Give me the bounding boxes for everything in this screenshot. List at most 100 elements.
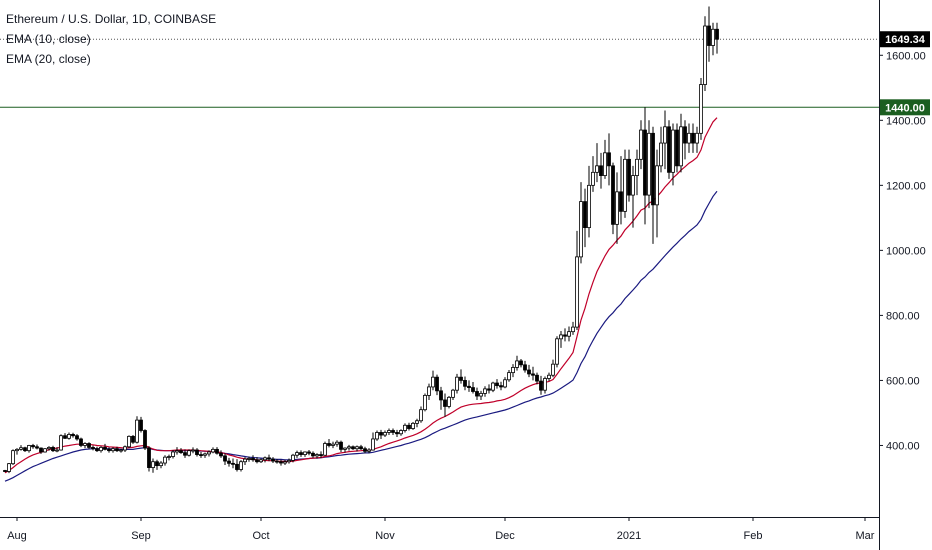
candle [555, 336, 559, 368]
candle-body [671, 129, 675, 173]
candle [15, 448, 19, 455]
candle [579, 182, 583, 264]
candle [179, 448, 183, 454]
candle-body [99, 447, 103, 452]
candle [427, 383, 431, 400]
candle-body [183, 452, 187, 456]
candle [243, 457, 247, 465]
candle [175, 447, 179, 455]
candle [551, 359, 555, 378]
candle [47, 446, 51, 451]
candle-body [547, 374, 551, 379]
candle-body [191, 449, 195, 452]
candle [519, 358, 523, 368]
candle [583, 188, 587, 248]
candle [191, 447, 195, 454]
candle [327, 438, 331, 448]
candle [451, 388, 455, 400]
candle-body [83, 443, 87, 446]
candle [19, 445, 23, 451]
candle [351, 445, 355, 451]
candle [279, 459, 283, 466]
candle-body [227, 460, 231, 464]
candle-body [399, 430, 403, 435]
candle-body [495, 382, 499, 387]
candle [115, 446, 119, 452]
candle [591, 156, 595, 192]
candle-body [623, 158, 627, 212]
candle-body [283, 461, 287, 464]
candle [707, 6, 711, 62]
candle [635, 149, 639, 196]
candle-series [3, 6, 719, 474]
candle [75, 434, 79, 441]
candle [227, 457, 231, 467]
candle-body [71, 434, 75, 437]
candle [563, 328, 567, 342]
candle-body [375, 432, 379, 440]
candle-body [431, 376, 435, 388]
ema20-legend-label[interactable]: EMA (20, close) [6, 52, 91, 66]
candle [287, 458, 291, 464]
y-tick-label: 600.00 [886, 375, 920, 387]
candle [299, 450, 303, 457]
candle [151, 458, 155, 473]
candle-body [87, 443, 91, 448]
candle [43, 448, 47, 453]
candle [595, 143, 599, 183]
candle [395, 429, 399, 438]
candle-body [651, 132, 655, 206]
candle-body [3, 470, 7, 472]
candle [599, 152, 603, 189]
candle [691, 123, 695, 153]
candle [3, 469, 7, 473]
ema10-legend-label[interactable]: EMA (10, close) [6, 32, 91, 46]
candle [623, 149, 627, 218]
chart-title[interactable]: Ethereum / U.S. Dollar, 1D, COINBASE [6, 12, 217, 26]
candle-body [447, 396, 451, 407]
x-tick-label: Mar [856, 530, 875, 542]
candle [215, 447, 219, 455]
candle [643, 107, 647, 225]
candle [239, 460, 243, 472]
candle [83, 442, 87, 449]
candle-body [211, 448, 215, 453]
candle-body [631, 175, 635, 196]
candle [355, 445, 359, 452]
candle [259, 458, 263, 464]
candle-body [295, 452, 299, 456]
candle [571, 321, 575, 335]
candle [511, 364, 515, 378]
x-tick-label: Oct [252, 530, 269, 542]
candle-body [635, 158, 639, 176]
candle [435, 374, 439, 396]
candle-body [207, 451, 211, 455]
candle [63, 433, 67, 439]
candle [291, 453, 295, 463]
candle-body [435, 376, 439, 392]
candle-body [667, 126, 671, 173]
candle [699, 78, 703, 140]
last-price-tag-text: 1649.34 [885, 34, 926, 46]
candle-body [611, 165, 615, 225]
candle-body [231, 462, 235, 465]
candle [415, 418, 419, 428]
candle [467, 380, 471, 392]
candle [683, 120, 687, 160]
candle [51, 445, 55, 452]
candle-body [115, 448, 119, 452]
candle-body [199, 454, 203, 456]
candle [167, 454, 171, 461]
candle [491, 381, 495, 393]
candle [315, 453, 319, 459]
candle-body [127, 435, 131, 448]
candle [523, 360, 527, 373]
candle-body [595, 165, 599, 173]
candle [667, 120, 671, 179]
candle-body [251, 458, 255, 461]
candle-body [587, 184, 591, 229]
candle [159, 461, 163, 469]
candle [123, 445, 127, 452]
